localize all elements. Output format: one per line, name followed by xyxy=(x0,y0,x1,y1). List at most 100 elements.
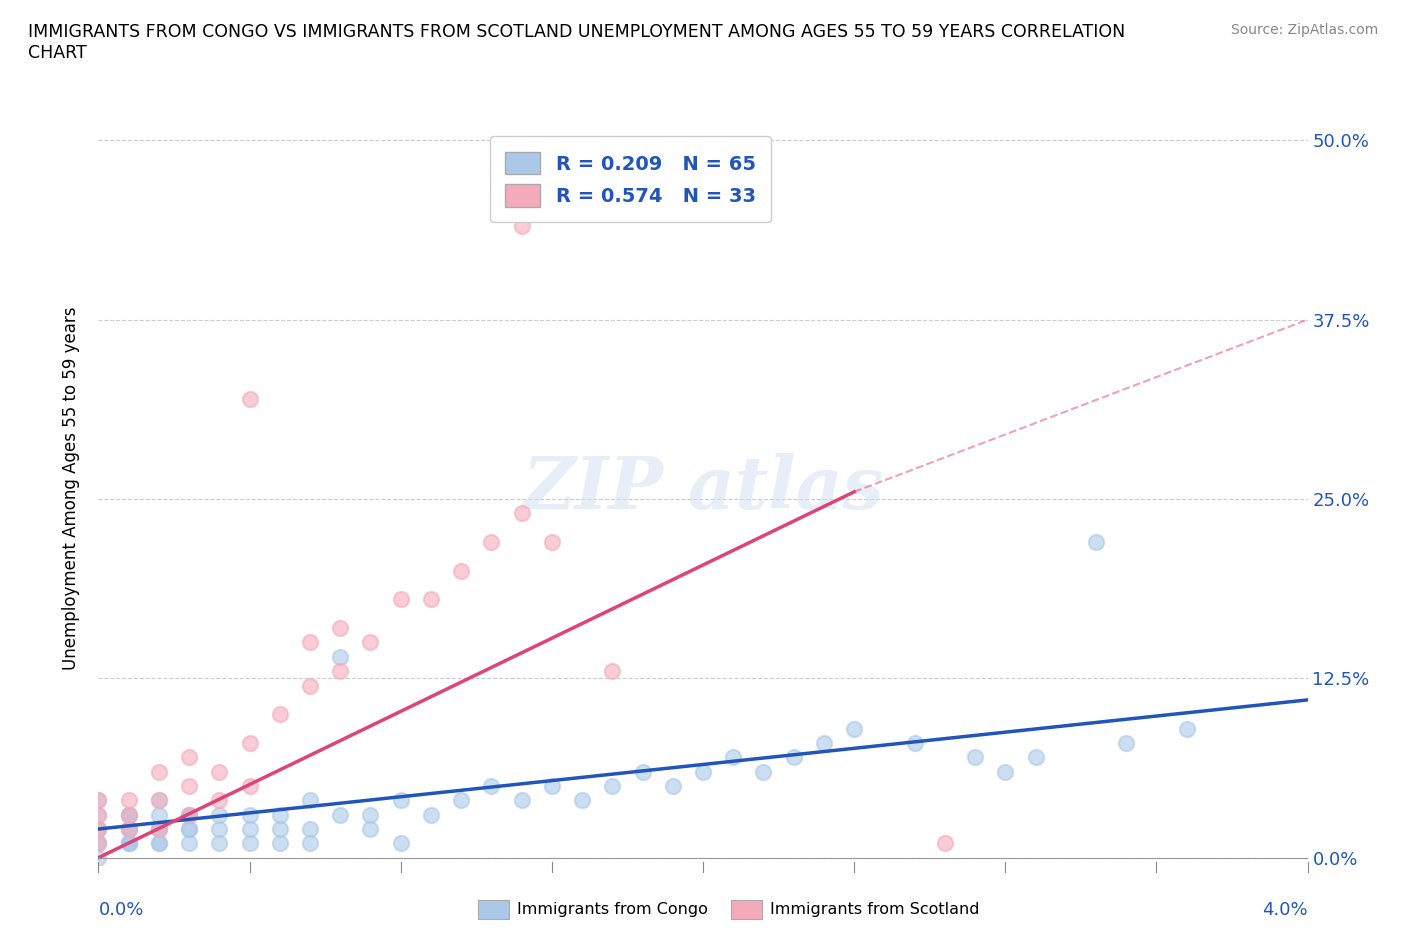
Point xyxy=(1115,736,1137,751)
Point xyxy=(179,821,201,836)
Point xyxy=(239,392,262,406)
Text: 0.0%: 0.0% xyxy=(98,901,143,919)
Point xyxy=(783,750,806,764)
Point xyxy=(87,821,110,836)
Point xyxy=(179,807,201,822)
Text: 4.0%: 4.0% xyxy=(1263,901,1308,919)
Point xyxy=(540,535,562,550)
Point xyxy=(329,620,352,635)
Point xyxy=(571,793,593,808)
Point xyxy=(723,750,745,764)
Point xyxy=(87,793,110,808)
Point xyxy=(208,793,231,808)
Point xyxy=(299,678,322,693)
Point xyxy=(148,793,170,808)
Point xyxy=(269,821,291,836)
Point xyxy=(1085,535,1108,550)
Point xyxy=(510,219,533,233)
Point xyxy=(510,506,533,521)
Point xyxy=(450,793,472,808)
Point xyxy=(148,821,170,836)
Point xyxy=(118,821,141,836)
Point xyxy=(118,821,141,836)
Point xyxy=(631,764,654,779)
Point xyxy=(602,664,624,679)
Point xyxy=(299,635,322,650)
Point xyxy=(965,750,987,764)
Text: Immigrants from Scotland: Immigrants from Scotland xyxy=(770,902,980,917)
Point xyxy=(208,764,231,779)
Point xyxy=(148,764,170,779)
Point xyxy=(87,836,110,851)
Point xyxy=(239,836,262,851)
Point xyxy=(360,635,382,650)
Point xyxy=(752,764,775,779)
Point xyxy=(87,821,110,836)
Point xyxy=(239,807,262,822)
Point xyxy=(1025,750,1047,764)
Point xyxy=(87,793,110,808)
Point xyxy=(934,836,956,851)
Point xyxy=(904,736,927,751)
Point xyxy=(239,778,262,793)
Point xyxy=(148,807,170,822)
Point xyxy=(179,807,201,822)
Point xyxy=(118,836,141,851)
Point xyxy=(692,764,714,779)
Point xyxy=(481,535,503,550)
Point xyxy=(87,807,110,822)
Point xyxy=(299,821,322,836)
Point xyxy=(329,807,352,822)
Point xyxy=(661,778,683,793)
Text: Source: ZipAtlas.com: Source: ZipAtlas.com xyxy=(1230,23,1378,37)
Point xyxy=(118,807,141,822)
Point xyxy=(87,836,110,851)
Point xyxy=(299,793,322,808)
Point xyxy=(360,821,382,836)
Point xyxy=(208,821,231,836)
Text: Immigrants from Congo: Immigrants from Congo xyxy=(517,902,709,917)
Text: ZIP atlas: ZIP atlas xyxy=(523,453,883,524)
Point xyxy=(179,807,201,822)
Point xyxy=(118,807,141,822)
Point xyxy=(208,807,231,822)
Point xyxy=(118,807,141,822)
Point xyxy=(420,592,443,607)
Text: IMMIGRANTS FROM CONGO VS IMMIGRANTS FROM SCOTLAND UNEMPLOYMENT AMONG AGES 55 TO : IMMIGRANTS FROM CONGO VS IMMIGRANTS FROM… xyxy=(28,23,1125,62)
Point xyxy=(239,821,262,836)
Y-axis label: Unemployment Among Ages 55 to 59 years: Unemployment Among Ages 55 to 59 years xyxy=(62,307,80,670)
Point xyxy=(208,836,231,851)
Point xyxy=(148,836,170,851)
Point xyxy=(148,793,170,808)
Point xyxy=(420,807,443,822)
Point xyxy=(87,821,110,836)
Point xyxy=(389,793,412,808)
Point xyxy=(510,793,533,808)
Point xyxy=(269,707,291,722)
Point xyxy=(148,821,170,836)
Point xyxy=(179,750,201,764)
Point xyxy=(813,736,835,751)
Point xyxy=(118,836,141,851)
Point xyxy=(844,721,866,736)
Legend: R = 0.209   N = 65, R = 0.574   N = 33: R = 0.209 N = 65, R = 0.574 N = 33 xyxy=(489,137,772,222)
Point xyxy=(118,821,141,836)
Point xyxy=(329,664,352,679)
Point xyxy=(118,793,141,808)
Point xyxy=(239,736,262,751)
Point xyxy=(269,836,291,851)
Point xyxy=(87,836,110,851)
Point xyxy=(360,807,382,822)
Point xyxy=(179,836,201,851)
Point xyxy=(994,764,1017,779)
Point xyxy=(148,836,170,851)
Point xyxy=(118,836,141,851)
Point xyxy=(179,821,201,836)
Point xyxy=(1175,721,1198,736)
Point xyxy=(389,592,412,607)
Point xyxy=(540,778,562,793)
Point xyxy=(269,807,291,822)
Point xyxy=(179,778,201,793)
Point xyxy=(329,649,352,664)
Point xyxy=(299,836,322,851)
